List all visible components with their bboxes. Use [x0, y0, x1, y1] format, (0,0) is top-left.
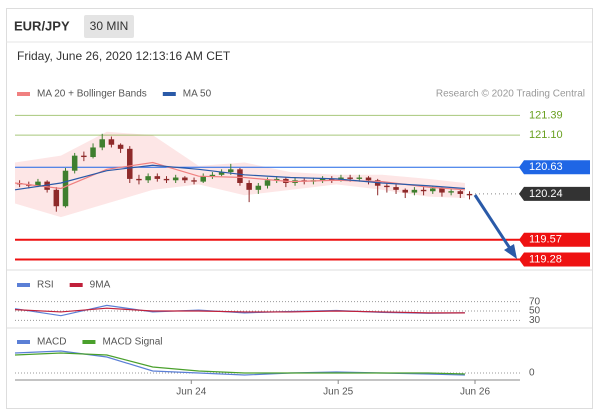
candle-body [273, 178, 280, 181]
candle-body [81, 155, 87, 158]
x-tick-label: Jun 25 [323, 387, 353, 398]
candle-body [411, 189, 418, 193]
candle-body [117, 144, 124, 149]
legend-swatch [17, 283, 30, 287]
candle-body [329, 178, 335, 181]
x-tick-label: Jun 24 [176, 387, 206, 398]
x-tick-label: Jun 26 [460, 387, 490, 398]
legend-swatch [82, 340, 96, 344]
candle-body [237, 169, 243, 183]
candle-body [228, 169, 234, 173]
credit: Research © 2020 Trading Central [436, 89, 585, 100]
candle-body [448, 191, 454, 193]
candle-body [393, 187, 399, 190]
candle-body [71, 155, 78, 171]
candle-body [347, 177, 353, 179]
candle-body [246, 183, 252, 190]
y-tick-label: 0 [529, 368, 535, 379]
series-line [14, 307, 465, 314]
candle-body [44, 181, 50, 190]
level-label: 119.57 [529, 234, 562, 246]
legend-swatch [162, 92, 176, 96]
candle-body [53, 189, 60, 207]
candle-body [191, 180, 197, 182]
y-tick-label: 30 [529, 315, 541, 326]
candle-body [319, 178, 326, 181]
series-line [14, 164, 465, 191]
candle-body [439, 188, 445, 193]
candle-body [365, 177, 372, 181]
level-label-box [519, 252, 590, 267]
candle-body [384, 185, 390, 188]
candle-body [172, 177, 179, 181]
timeframe-box[interactable] [84, 15, 134, 38]
level-label: 121.39 [529, 109, 563, 121]
arrow-shaft [473, 194, 513, 251]
forecast-arrow [473, 194, 517, 259]
candle-body [356, 177, 363, 179]
level-label-box [519, 160, 590, 175]
legend-label: MA 20 + Bollinger Bands [37, 89, 147, 100]
candle-body [145, 176, 151, 181]
candle-body [127, 148, 133, 179]
legend-label: RSI [37, 280, 54, 291]
legend-swatch [17, 92, 30, 96]
card [6, 8, 593, 409]
arrow-head [504, 244, 517, 259]
series-line [14, 352, 465, 375]
y-tick-label: 70 [529, 296, 541, 307]
level-label: 120.24 [529, 188, 563, 200]
candle-body [255, 185, 262, 190]
legend-swatch [17, 340, 30, 344]
legend-label: MACD Signal [102, 337, 162, 348]
level-label: 119.28 [529, 253, 562, 265]
level-label: 121.10 [529, 129, 563, 141]
candle-body [466, 193, 473, 196]
candle-body [62, 170, 69, 207]
candle-body [163, 178, 170, 181]
candle-body [108, 139, 115, 145]
symbol: EUR/JPY [14, 18, 70, 33]
candle-body [218, 172, 225, 175]
candle-body [35, 181, 41, 186]
candle-body [264, 180, 271, 186]
legend-label: MACD [37, 337, 66, 348]
y-tick-label: 50 [529, 306, 541, 317]
level-label-box [519, 232, 590, 247]
candle-body [90, 147, 96, 158]
legend-swatch [69, 283, 83, 287]
candle-body [136, 178, 142, 181]
timeframe[interactable]: 30 MIN [90, 19, 129, 33]
legend-label: MA 50 [183, 89, 212, 100]
candle-body [420, 189, 427, 192]
candle-body [154, 176, 161, 179]
candle-body [457, 191, 464, 194]
candle-body [200, 176, 206, 182]
candle-body [99, 139, 105, 148]
candle-body [430, 188, 436, 192]
candle-body [209, 174, 216, 177]
level-label-box [519, 186, 590, 201]
legend-label: 9MA [90, 280, 111, 291]
datetime: Friday, June 26, 2020 12:13:16 AM CET [17, 49, 231, 63]
candle-body [182, 177, 188, 181]
level-label: 120.63 [529, 161, 563, 173]
candle-body [402, 189, 408, 193]
